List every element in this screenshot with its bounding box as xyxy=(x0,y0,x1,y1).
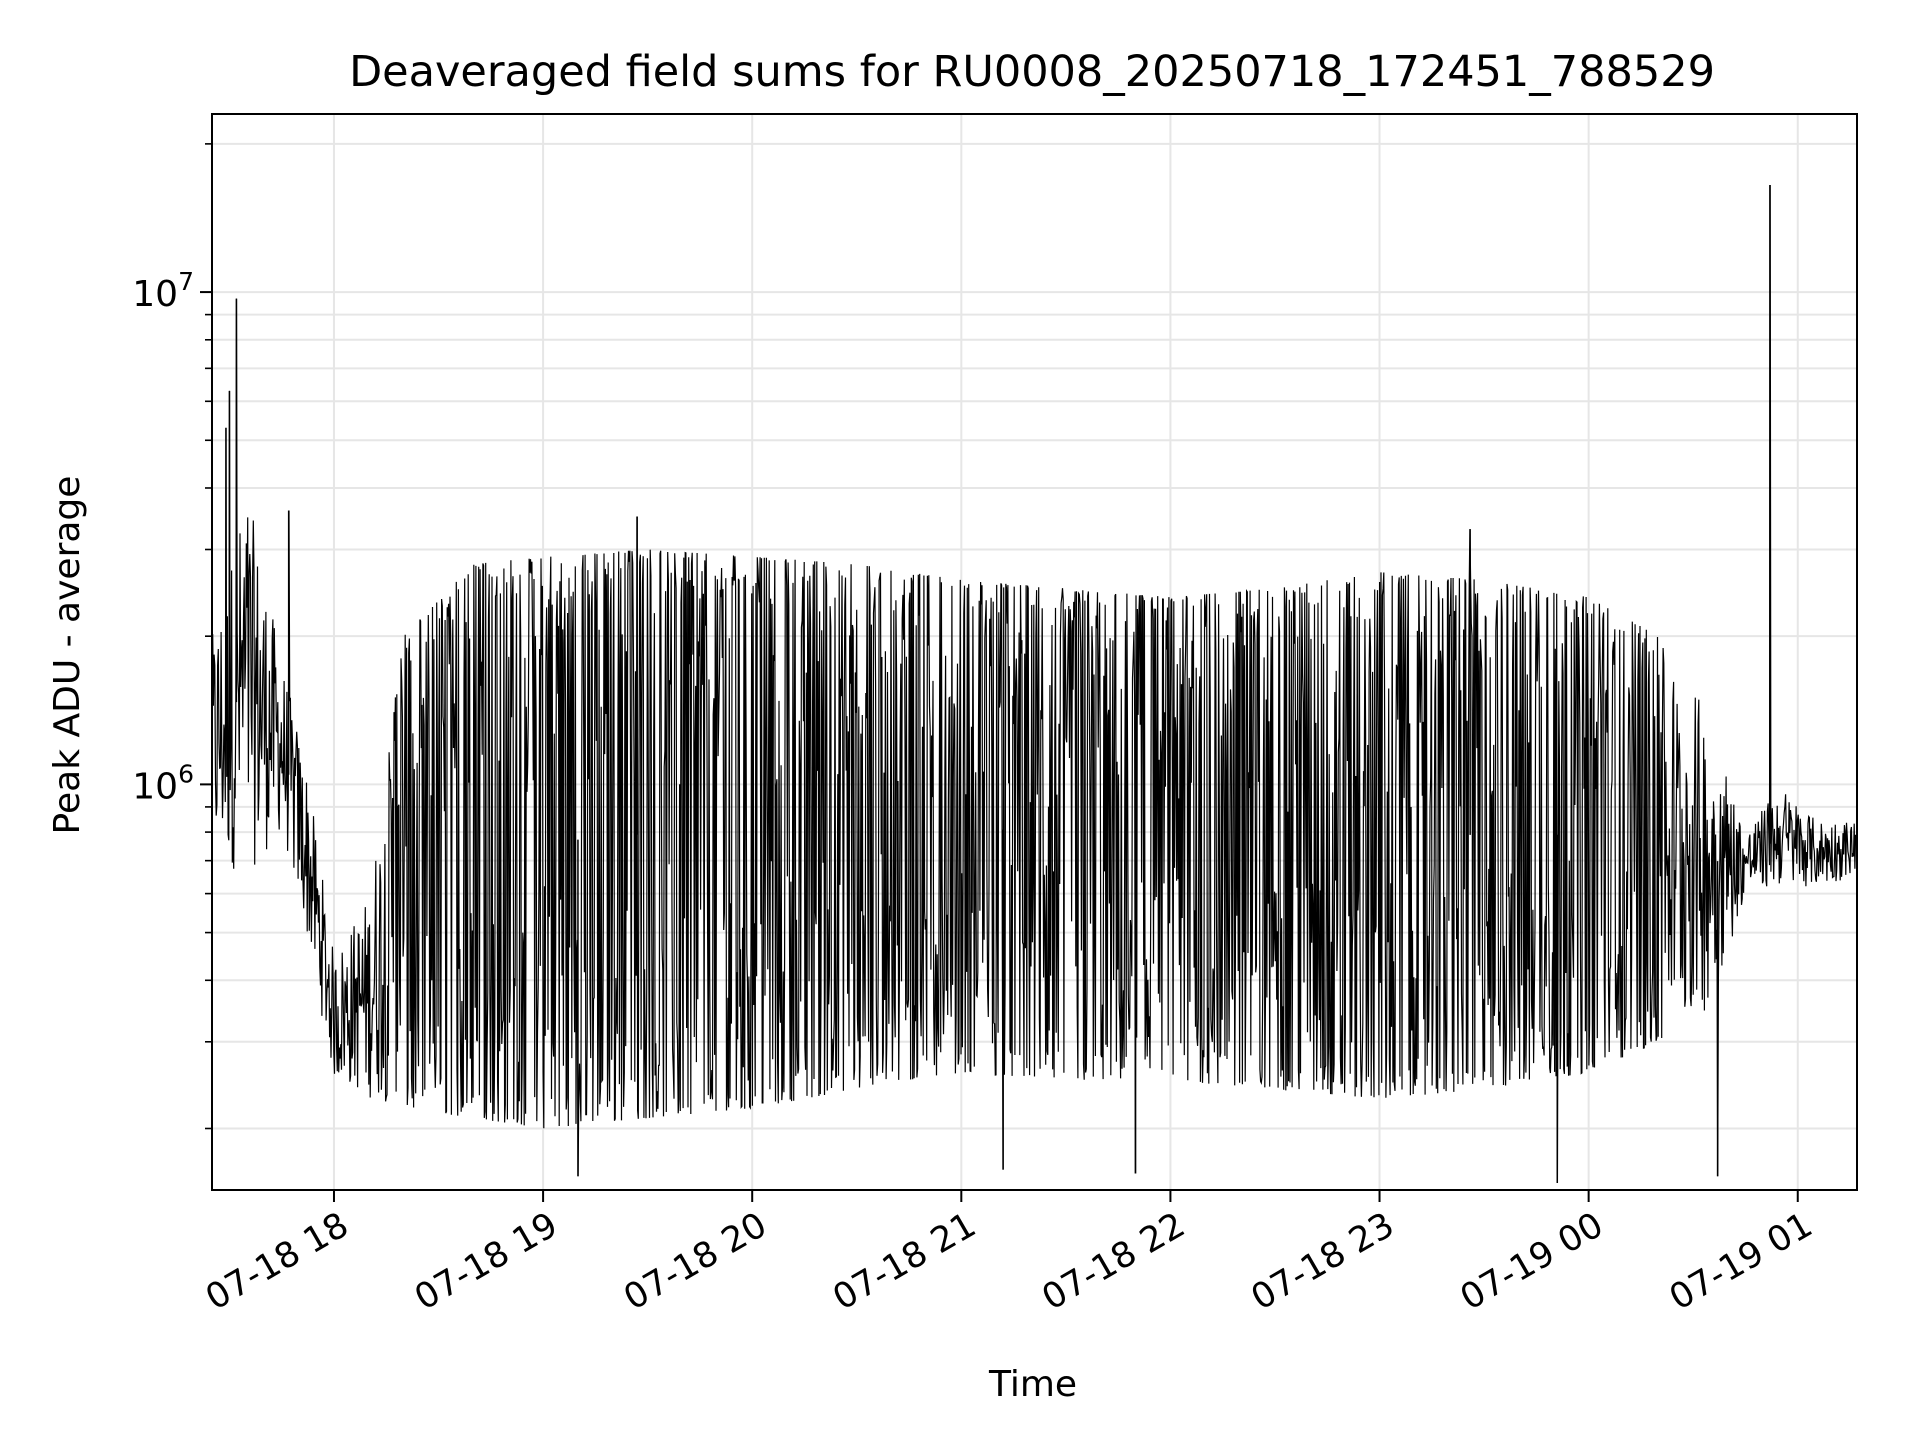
x-axis-label: Time xyxy=(988,1364,1077,1405)
y-tick-label: 106 xyxy=(132,759,194,807)
series-line xyxy=(211,184,1857,1184)
axes-frame xyxy=(211,113,1858,1191)
chart-title: Deaveraged field sums for RU0008_2025071… xyxy=(349,47,1715,97)
y-axis-label: Peak ADU - average xyxy=(47,476,88,835)
series-path xyxy=(211,184,1857,1184)
y-tick-label: 107 xyxy=(132,267,194,315)
